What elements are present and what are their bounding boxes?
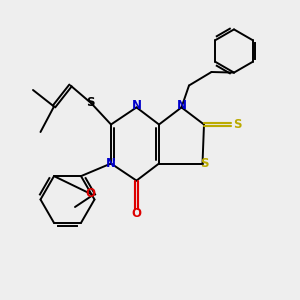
Text: O: O (85, 187, 95, 200)
Text: S: S (200, 157, 208, 170)
Text: S: S (233, 118, 242, 131)
Text: S: S (86, 95, 94, 109)
Text: N: N (106, 157, 116, 170)
Text: N: N (131, 99, 142, 112)
Text: O: O (131, 207, 142, 220)
Text: N: N (176, 99, 187, 112)
